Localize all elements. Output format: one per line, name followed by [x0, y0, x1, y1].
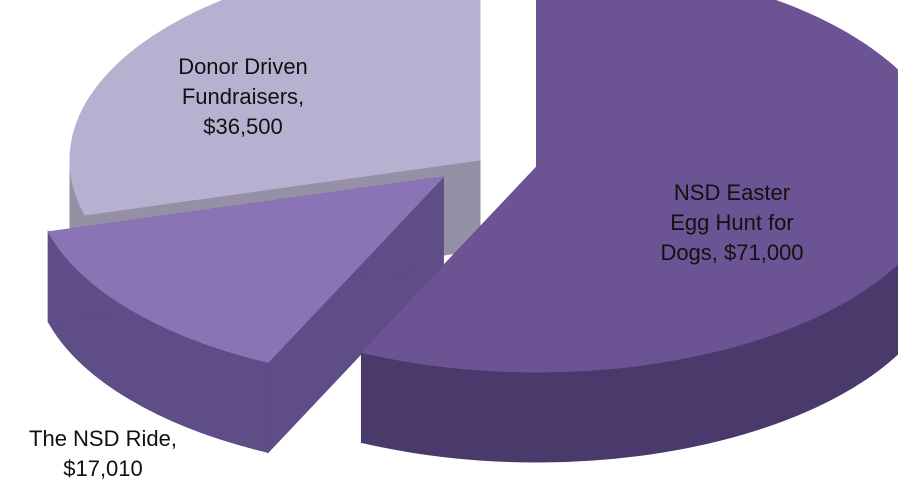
- slice-easter-egg-hunt-top: [360, 0, 898, 373]
- slice-label-nsd-ride: The NSD Ride, $17,010: [29, 426, 177, 481]
- slice-label-easter-egg-hunt: NSD Easter Egg Hunt for Dogs, $71,000: [660, 180, 804, 265]
- slice-nsd-ride-top: [47, 176, 445, 363]
- slice-donor-driven-top: [69, 0, 481, 216]
- slice-label-donor-driven: Donor Driven Fundraisers, $36,500: [178, 54, 308, 139]
